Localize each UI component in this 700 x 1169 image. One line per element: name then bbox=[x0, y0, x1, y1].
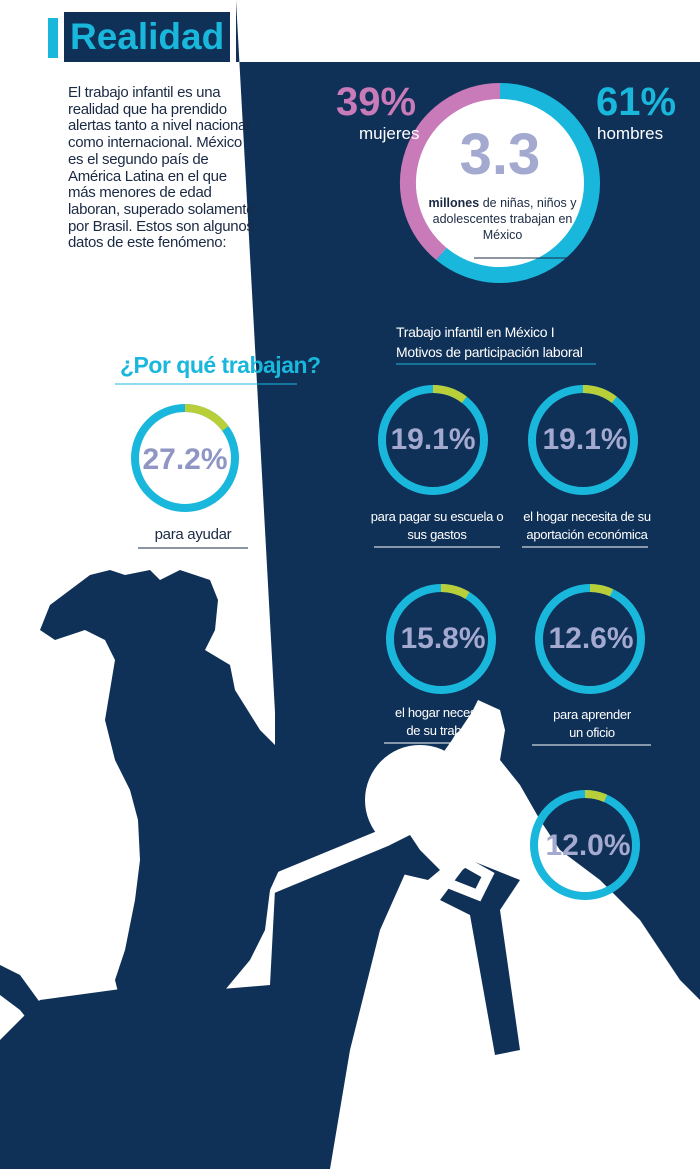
reason-value-oficio: 12.6% bbox=[548, 622, 634, 655]
reason-caption-ayudar-line1: para ayudar bbox=[154, 526, 232, 543]
ring-oficio bbox=[535, 584, 645, 694]
reason-caption-ayudar: para ayudar bbox=[128, 526, 258, 544]
reason-caption-oficio-line2: un oficio bbox=[569, 725, 615, 740]
men-percent: 61% bbox=[596, 80, 677, 124]
child-silhouette bbox=[40, 570, 300, 1169]
reason-caption-aportacion: el hogar necesita de su aportación econó… bbox=[512, 508, 662, 544]
shovel-silhouette bbox=[330, 700, 700, 1169]
reason-caption-deudas-line1: pagar deudas bbox=[550, 911, 626, 926]
ring-trabajo bbox=[386, 584, 496, 694]
title-part-2: incómoda bbox=[238, 16, 413, 57]
total-number: 3.3 bbox=[459, 122, 541, 187]
reason-caption-escuela-line2: sus gastos bbox=[407, 527, 467, 542]
ring-aportacion-segment bbox=[582, 385, 617, 403]
reason-caption-oficio-line1: para aprender bbox=[553, 707, 631, 722]
reason-caption-aportacion-line1: el hogar necesita de su bbox=[523, 509, 651, 524]
reason-value-escuela: 19.1% bbox=[390, 423, 476, 456]
ring-ayudar-segment bbox=[184, 404, 229, 432]
reason-caption-trabajo-line2: de su trabajo bbox=[406, 723, 478, 738]
ring-deudas bbox=[530, 790, 640, 900]
reason-caption-aportacion-line2: aportación económica bbox=[526, 527, 648, 542]
total-desc-text: de niñas, niños y adolescentes trabajan … bbox=[432, 196, 577, 242]
reason-rings bbox=[131, 385, 645, 900]
men-label: hombres bbox=[597, 124, 664, 143]
gender-donut-men-segment bbox=[436, 83, 600, 283]
reason-value-aportacion: 19.1% bbox=[542, 423, 628, 456]
reason-caption-deudas: pagar deudas bbox=[513, 910, 663, 928]
ring-ayudar bbox=[131, 404, 239, 512]
total-description: millones de niñas, niños y adolescentes … bbox=[420, 195, 585, 243]
face-silhouette bbox=[380, 835, 440, 880]
reason-value-trabajo: 15.8% bbox=[400, 622, 486, 655]
reason-value-deudas: 12.0% bbox=[545, 829, 631, 862]
women-label: mujeres bbox=[359, 124, 420, 143]
total-unit: millones bbox=[428, 196, 480, 210]
reason-caption-escuela: para pagar su escuela o sus gastos bbox=[362, 508, 512, 544]
reason-value-ayudar: 27.2% bbox=[142, 443, 228, 476]
head-circle bbox=[365, 745, 475, 855]
caption-rules bbox=[115, 257, 651, 933]
reason-caption-oficio: para aprender un oficio bbox=[517, 706, 667, 742]
ring-escuela bbox=[378, 385, 488, 495]
hammer-head-outline bbox=[429, 856, 495, 902]
ring-trabajo-segment bbox=[440, 584, 470, 599]
title-accent-bar bbox=[48, 18, 58, 58]
section-title-line-2: Motivos de participación laboral bbox=[396, 344, 583, 360]
ring-escuela-segment bbox=[432, 385, 467, 403]
gender-donut-chart bbox=[400, 83, 600, 283]
women-percent: 39% bbox=[336, 80, 417, 124]
gender-donut-women-segment bbox=[400, 83, 501, 261]
reason-caption-escuela-line1: para pagar su escuela o bbox=[370, 509, 504, 524]
hammer-handle bbox=[440, 860, 520, 1055]
ground-shadow bbox=[60, 1130, 180, 1169]
ring-aportacion bbox=[528, 385, 638, 495]
section-title: Trabajo infantil en México I Motivos de … bbox=[396, 322, 606, 362]
pickaxe-silhouette bbox=[0, 965, 135, 1150]
ring-oficio-segment bbox=[589, 584, 614, 597]
title-part-1: Realidad bbox=[64, 12, 231, 62]
ring-deudas-segment bbox=[584, 790, 608, 803]
gender-donut-center bbox=[408, 91, 592, 275]
section-title-line-1: Trabajo infantil en México I bbox=[396, 324, 555, 340]
why-title: ¿Por qué trabajan? bbox=[120, 352, 321, 378]
reason-caption-trabajo: el hogar necesita de su trabajo bbox=[367, 704, 517, 740]
reason-caption-trabajo-line1: el hogar necesita bbox=[395, 705, 489, 720]
intro-paragraph: El trabajo infantil es una realidad que … bbox=[68, 84, 255, 252]
